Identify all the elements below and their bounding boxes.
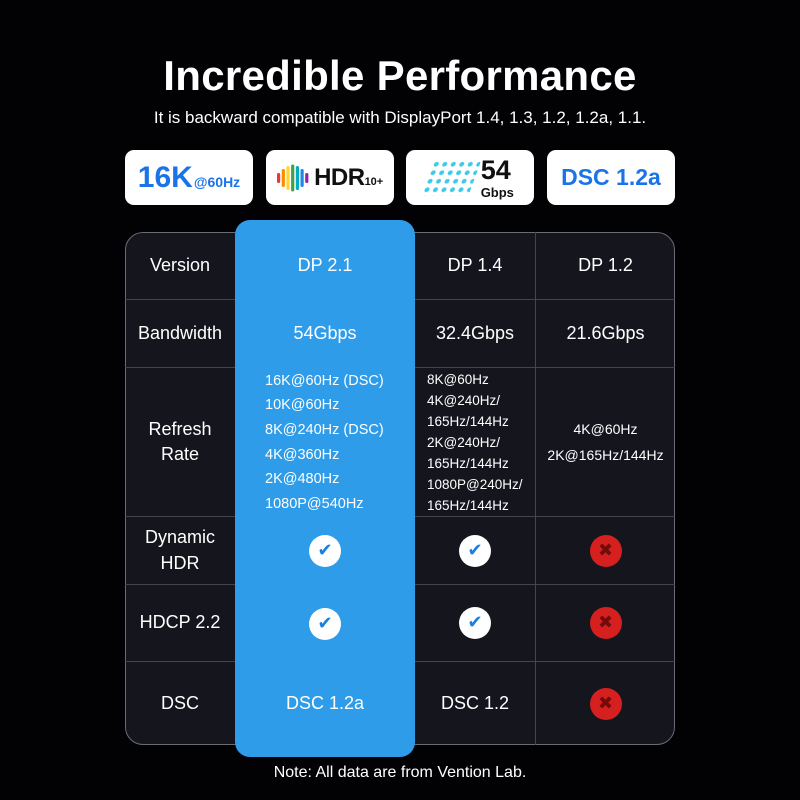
refresh-line: 16K@60Hz (DSC) [265, 372, 384, 389]
cell-dsc-dp14: DSC 1.2 [440, 692, 510, 713]
cross-icon: ✖ [589, 607, 622, 639]
row-header-dynamic-hdr: Dynamic HDR [125, 517, 235, 585]
refresh-line: 2K@165Hz/144Hz [547, 447, 664, 463]
refresh-line: 165Hz/144Hz [427, 413, 509, 429]
cell-hdcp-dp14: ✔ [415, 585, 535, 662]
row-header-hdcp: HDCP 2.2 [125, 585, 235, 662]
row-header-dsc: DSC [160, 692, 199, 713]
resolution-16k-text: 16K [137, 160, 193, 194]
refresh-line: 1080P@240Hz/ [427, 476, 523, 492]
row-header-version: Version [125, 232, 235, 300]
hdr10plus-sub-label: 10+ [364, 176, 384, 188]
hdr10plus-rainbow-bars-icon [277, 164, 309, 191]
bandwidth-wave-dots-icon [420, 159, 482, 196]
bandwidth-unit-text: Gbps [480, 184, 514, 200]
row-header-refresh-rate: Refresh Rate [125, 368, 235, 517]
refresh-line: 165Hz/144Hz [427, 455, 509, 471]
refresh-line: 2K@240Hz/ [427, 434, 500, 450]
refresh-line: 4K@360Hz [265, 446, 340, 463]
check-icon: ✔ [459, 534, 491, 567]
cell-dynamichdr-dp12: ✖ [535, 517, 675, 585]
cell-refresh-dp21: 16K@60Hz (DSC) 10K@60Hz 8K@240Hz (DSC) 4… [235, 368, 415, 517]
page-title: Incredible Performance [163, 52, 637, 99]
comparison-table: Version DP 2.1 DP 1.4 DP 1.2 Bandwidth 5… [125, 220, 675, 757]
dsc-badge-label: DSC 1.2a [561, 164, 661, 190]
row-header-bandwidth: Bandwidth [125, 300, 235, 368]
cell-version-dp12: DP 1.2 [535, 232, 675, 300]
badge-54gbps: 54 Gbps [406, 150, 535, 205]
refresh-line: 10K@60Hz [265, 397, 340, 414]
page-subtitle: It is backward compatible with DisplayPo… [153, 108, 647, 127]
refresh-line: 4K@240Hz/ [427, 392, 500, 408]
feature-badges: 16K @60Hz HDR 10+ 54 Gbps DSC [125, 150, 675, 205]
cell-bandwidth-dp21: 54Gbps [293, 323, 357, 344]
cell-bandwidth-dp12: 21.6Gbps [535, 300, 675, 368]
cell-hdcp-dp21: ✔ [235, 585, 415, 662]
resolution-60hz-text: @60Hz [193, 173, 241, 190]
cell-dynamichdr-dp21: ✔ [235, 517, 415, 585]
hdr-label: HDR [314, 163, 365, 191]
refresh-line: 8K@60Hz [427, 371, 489, 387]
badge-16k-60hz: 16K @60Hz [125, 150, 253, 205]
cell-version-dp14: DP 1.4 [415, 232, 535, 300]
refresh-line: 1080P@540Hz [265, 495, 364, 512]
cell-refresh-dp14: 8K@60Hz 4K@240Hz/ 165Hz/144Hz 2K@240Hz/ … [415, 368, 535, 517]
cross-icon: ✖ [589, 687, 622, 720]
cell-hdcp-dp12: ✖ [535, 585, 675, 662]
dp21-highlight-column [235, 220, 415, 757]
cell-bandwidth-dp14: 32.4Gbps [415, 300, 535, 368]
cell-dsc-dp21: DSC 1.2a [285, 692, 365, 713]
footer-note: Note: All data are from Vention Lab. [273, 764, 527, 781]
refresh-line: 8K@240Hz (DSC) [265, 421, 384, 438]
bandwidth-badge-text: 54 Gbps [480, 154, 514, 200]
refresh-line: 165Hz/144Hz [427, 497, 509, 513]
cell-refresh-dp12: 4K@60Hz 2K@165Hz/144Hz [535, 368, 675, 517]
cell-version-dp21: DP 2.1 [297, 255, 353, 276]
cell-dynamichdr-dp14: ✔ [415, 517, 535, 585]
check-icon: ✔ [309, 535, 341, 567]
check-icon: ✔ [309, 607, 341, 640]
check-icon: ✔ [459, 607, 491, 639]
bandwidth-value-text: 54 [480, 154, 511, 185]
cross-icon: ✖ [589, 534, 622, 567]
badge-dsc12a: DSC 1.2a [546, 150, 675, 205]
refresh-line: 2K@480Hz [265, 471, 340, 488]
refresh-line: 4K@60Hz [573, 421, 638, 437]
badge-hdr10plus: HDR 10+ [265, 150, 394, 205]
cell-dsc-dp12: ✖ [535, 662, 675, 745]
comparison-grid: Version DP 2.1 DP 1.4 DP 1.2 Bandwidth 5… [125, 232, 675, 745]
